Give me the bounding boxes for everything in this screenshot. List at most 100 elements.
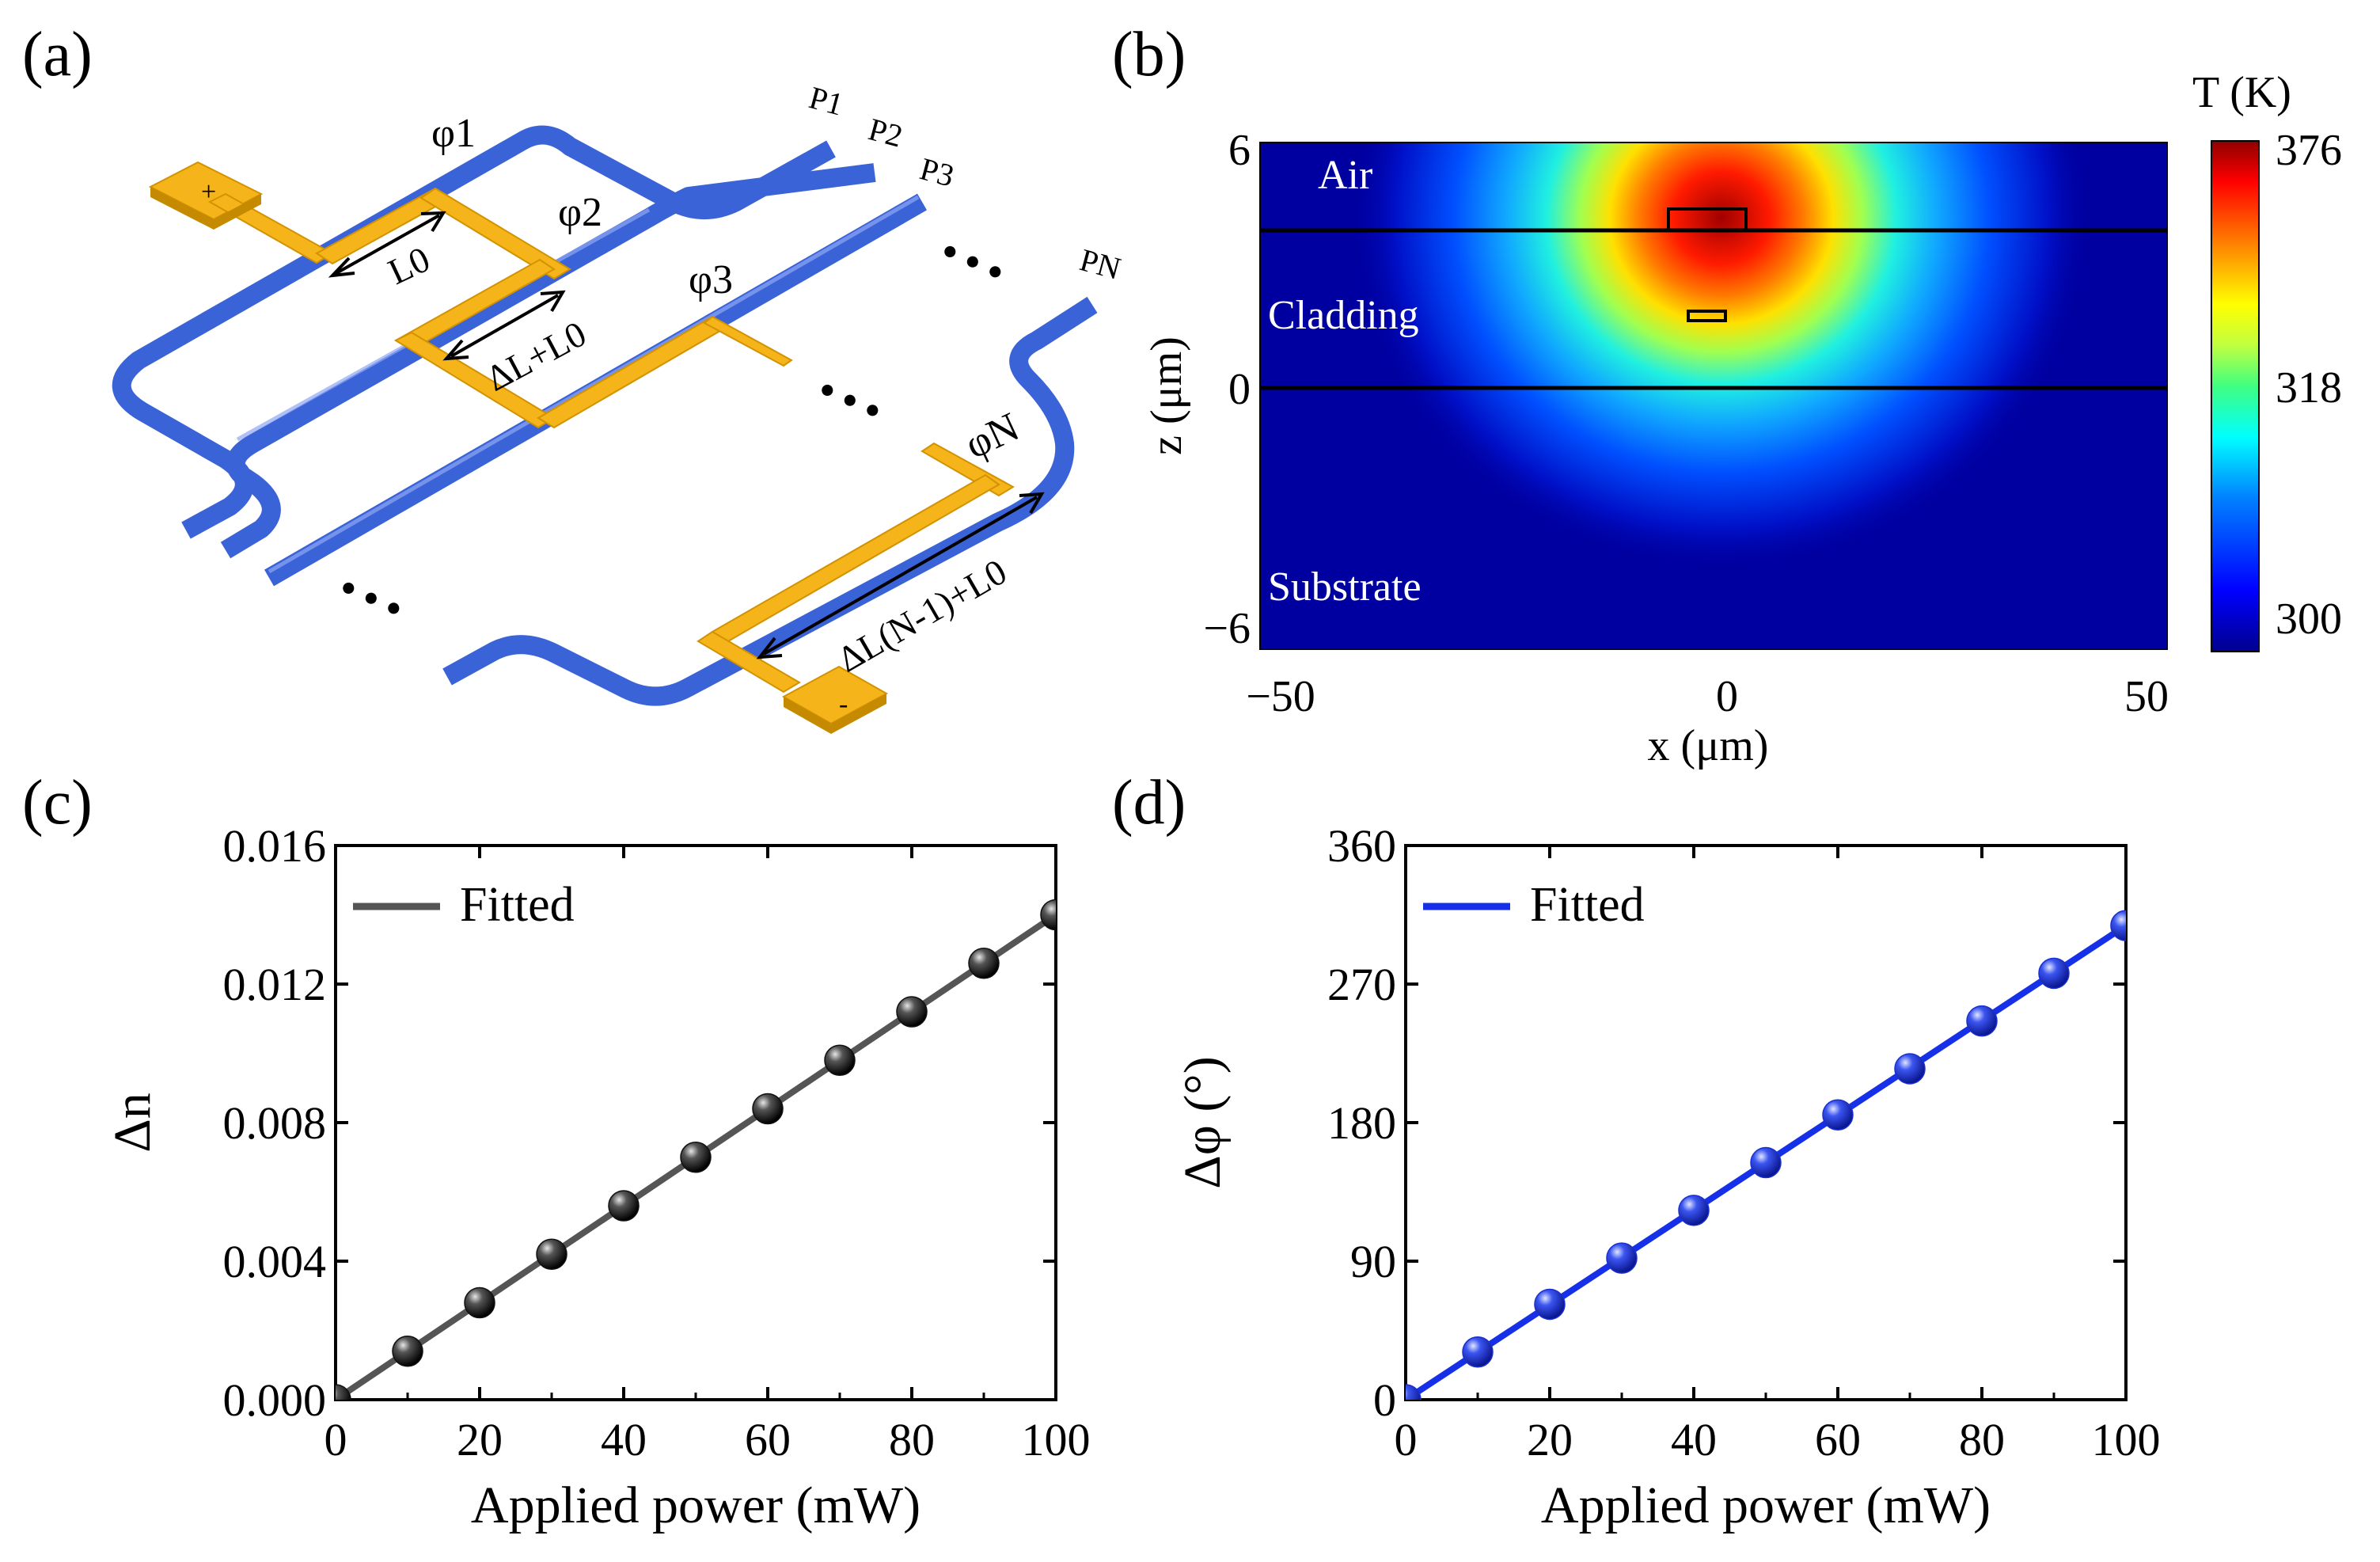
panel-c: (c) 0 20 40 60 80 100 0.000 0.004 0.008 0.012 0.01… [22,768,1091,1534]
panel-b: (b) Air Cladding Substrate 6 0 −6 −50 0 … [1112,20,2342,770]
ellipsis-ports: • • • [934,229,1011,296]
plot-d-xtick-label: 0 [1395,1414,1418,1465]
heater-electrodes [148,161,1015,725]
ellipsis-middle: • • • [811,367,888,435]
plot-c-point [752,1093,784,1125]
plot-c-point [1040,899,1056,931]
heatmap-ylabel: z (μm) [1142,336,1191,455]
plot-c-xtick-label: 100 [1022,1414,1091,1465]
heatmap-field [1260,143,2167,649]
plot-c-xtick-label: 0 [325,1414,347,1465]
plot-c-point [536,1238,567,1270]
waveguide-outline [1687,310,1727,322]
colorbar-title: T (K) [2192,68,2291,117]
plot-c-point [896,996,928,1028]
colorbar-tick-300: 300 [2276,595,2342,644]
region-air: Air [1318,153,1372,198]
plot-d-point [1606,1242,1638,1274]
panel-a-label: (a) [22,20,93,89]
plot-c-xtick-label: 20 [457,1414,503,1465]
colorbar-tick-376: 376 [2276,126,2342,175]
plot-d-xtick-label: 80 [1959,1414,2005,1465]
phase-2: φ2 [558,190,602,235]
panel-d-label: (d) [1112,768,1186,838]
plot-d-ylabel: Δφ (°) [1174,1056,1232,1188]
plot-c-point [680,1142,712,1173]
plot-d-xtick-label: 60 [1815,1414,1861,1465]
plot-c-ylabel: Δn [104,1093,161,1152]
plot-c-ytick-label: 0.012 [223,959,327,1010]
plot-d-ytick-label: 90 [1350,1236,1396,1287]
port-labels: P1 P2 P3 PN [806,79,1125,287]
ytick-minus6: −6 [1203,604,1251,653]
plot-d-point [1822,1099,1854,1131]
port-1: P1 [806,79,847,122]
port-2: P2 [865,111,906,154]
plot-c-xtick-label: 40 [601,1414,647,1465]
xtick-50: 50 [2124,672,2169,721]
panel-a: (a) [22,20,1125,734]
xtick-minus50: −50 [1246,672,1315,721]
plot-d-xlabel: Applied power (mW) [1541,1476,1991,1534]
heatmap-frame [1259,142,2168,650]
heater-outline [1667,207,1748,232]
plot-c-xlabel: Applied power (mW) [471,1476,920,1534]
plot-d-ytick-label: 0 [1373,1374,1396,1426]
phase-1: φ1 [431,111,476,156]
plot-d: 0 20 40 60 80 100 0 90 180 270 360 Applied power (m… [1174,820,2161,1534]
plot-d-point [1534,1288,1566,1321]
plot-c-xtick-label: 60 [745,1414,791,1465]
length-arrows [328,211,1045,659]
plot-c: 0 20 40 60 80 100 0.000 0.004 0.008 0.012 0.016 App… [104,820,1091,1534]
plot-c-ytick-label: 0.004 [223,1236,327,1287]
ytick-0: 0 [1228,365,1251,414]
plus-sign: + [201,177,216,207]
arrow-l0 [336,214,440,275]
plot-c-ytick-label: 0.000 [223,1374,327,1426]
plot-c-ytick-label: 0.008 [223,1097,327,1149]
heatmap-xlabel: x (μm) [1648,721,1769,770]
plot-d-xtick-label: 40 [1671,1414,1717,1465]
plot-c-legend-label: Fitted [460,878,575,932]
region-cladding: Cladding [1268,293,1419,338]
plot-c-point [608,1190,640,1222]
colorbar-labels: T (K) 376 318 300 [2192,68,2342,644]
panel-d: (d) 0 20 40 60 80 100 0 90 180 270 360 Applied powe… [1112,768,2161,1534]
port-n: PN [1076,241,1125,287]
phase-n: φN [958,405,1026,468]
xtick-0: 0 [1716,672,1738,721]
heatmap-axes: 6 0 −6 −50 0 50 x (μm) z (μm) [1142,126,2169,770]
plot-c-xtick-label: 80 [889,1414,935,1465]
plot-d-xtick-label: 20 [1527,1414,1573,1465]
plot-d-point [1462,1336,1494,1368]
plot-d-point [1678,1195,1710,1226]
plot-d-point [1406,1384,1422,1400]
plot-d-point [2038,957,2070,990]
plot-c-point [824,1044,856,1076]
plot-d-xtick-label: 100 [2092,1414,2161,1465]
ytick-6: 6 [1228,126,1251,175]
feed-top [207,192,334,264]
plot-c-point [464,1286,495,1319]
plot-c-ytick-label: 0.016 [223,820,327,872]
waveguide-2 [220,163,876,559]
plot-d-point [2110,910,2126,941]
arrow-dl-n [763,496,1038,656]
plot-d-point [1750,1146,1782,1179]
phase-3: φ3 [689,257,733,302]
minus-sign: - [839,690,848,719]
colorbar-tick-318: 318 [2276,363,2342,412]
colorbar [2211,140,2260,652]
arrow-dl-l0 [450,294,559,358]
plot-c-point [968,948,1000,979]
length-l0: L0 [382,238,436,292]
plot-d-ytick-label: 180 [1327,1097,1396,1149]
plot-c-frame [334,844,1057,1401]
plot-d-frame [1404,844,2128,1401]
length-dl-l0: ΔL+L0 [480,314,593,399]
region-substrate: Substrate [1268,564,1422,610]
panel-b-label: (b) [1112,20,1186,89]
panel-c-label: (c) [22,768,93,838]
plot-d-point [1966,1005,1998,1037]
port-3: P3 [917,150,958,193]
